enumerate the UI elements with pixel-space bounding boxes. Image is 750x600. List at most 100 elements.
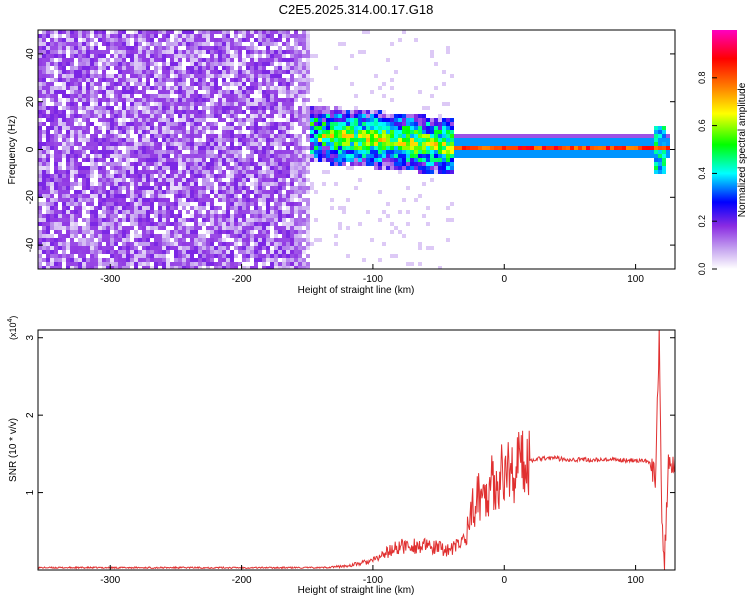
heatmap-cell	[606, 138, 610, 142]
heatmap-cell	[230, 202, 234, 206]
heatmap-cell	[102, 114, 106, 118]
heatmap-cell	[50, 54, 54, 58]
heatmap-cell	[302, 258, 306, 262]
heatmap-cell	[358, 130, 362, 134]
heatmap-cell	[226, 266, 230, 269]
heatmap-cell	[98, 218, 102, 222]
heatmap-cell	[86, 166, 90, 170]
heatmap-cell	[142, 114, 146, 118]
heatmap-cell	[274, 254, 278, 258]
heatmap-cell	[42, 62, 46, 66]
heatmap-cell	[82, 74, 86, 78]
heatmap-cell	[218, 46, 222, 50]
heatmap-cell	[126, 130, 130, 134]
heatmap-cell	[306, 166, 310, 170]
heatmap-cell	[146, 214, 150, 218]
heatmap-cell	[554, 150, 558, 154]
heatmap-cell	[170, 126, 174, 130]
heatmap-cell	[206, 178, 210, 182]
heatmap-cell	[158, 258, 162, 262]
y-tick-label: 2	[25, 412, 36, 418]
heatmap-cell	[278, 170, 282, 174]
heatmap-cell	[306, 186, 310, 190]
heatmap-cell	[154, 166, 158, 170]
heatmap-cell	[46, 218, 50, 222]
heatmap-cell	[554, 154, 558, 158]
heatmap-cell	[138, 258, 142, 262]
heatmap-cell	[234, 98, 238, 102]
heatmap-cell	[290, 202, 294, 206]
heatmap-cell	[154, 238, 158, 242]
heatmap-cell	[230, 218, 234, 222]
heatmap-cell	[234, 118, 238, 122]
heatmap-cell	[226, 94, 230, 98]
heatmap-cell	[110, 262, 114, 266]
heatmap-cell	[42, 42, 46, 46]
heatmap-cell	[250, 190, 254, 194]
heatmap-cell	[46, 134, 50, 138]
heatmap-cell	[86, 106, 90, 110]
heatmap-cell	[654, 158, 658, 162]
heatmap-cell	[334, 66, 338, 70]
heatmap-cell	[166, 94, 170, 98]
heatmap-cell	[110, 158, 114, 162]
heatmap-cell	[58, 130, 62, 134]
heatmap-cell	[422, 150, 426, 154]
heatmap-cell	[178, 170, 182, 174]
heatmap-cell	[222, 246, 226, 250]
heatmap-cell	[86, 34, 90, 38]
heatmap-cell	[358, 110, 362, 114]
heatmap-cell	[158, 242, 162, 246]
heatmap-cell	[254, 66, 258, 70]
heatmap-cell	[294, 66, 298, 70]
heatmap-cell	[246, 210, 250, 214]
heatmap-cell	[302, 98, 306, 102]
heatmap-cell	[246, 258, 250, 262]
heatmap-cell	[378, 162, 382, 166]
heatmap-cell	[254, 174, 258, 178]
heatmap-cell	[366, 150, 370, 154]
heatmap-cell	[242, 170, 246, 174]
heatmap-cell	[274, 162, 278, 166]
heatmap-cell	[286, 222, 290, 226]
heatmap-cell	[390, 166, 394, 170]
heatmap-cell	[182, 158, 186, 162]
heatmap-cell	[66, 222, 70, 226]
heatmap-cell	[102, 166, 106, 170]
heatmap-cell	[178, 78, 182, 82]
heatmap-cell	[286, 250, 290, 254]
heatmap-cell	[662, 158, 666, 162]
heatmap-cell	[222, 78, 226, 82]
heatmap-cell	[182, 42, 186, 46]
heatmap-cell	[98, 234, 102, 238]
heatmap-cell	[294, 178, 298, 182]
heatmap-cell	[142, 82, 146, 86]
heatmap-cell	[146, 118, 150, 122]
heatmap-cell	[394, 158, 398, 162]
heatmap-cell	[206, 82, 210, 86]
snr-panel: -300 -200 -100 0 100 123 Height of straight …	[7, 316, 676, 596]
heatmap-cell	[234, 54, 238, 58]
heatmap-cell	[422, 158, 426, 162]
heatmap-cell	[114, 146, 118, 150]
heatmap-cell	[254, 198, 258, 202]
heatmap-cell	[234, 158, 238, 162]
heatmap-cell	[218, 238, 222, 242]
heatmap-cell	[330, 154, 334, 158]
heatmap-cell	[618, 150, 622, 154]
heatmap-cell	[322, 106, 326, 110]
heatmap-cell	[142, 130, 146, 134]
heatmap-cell	[394, 70, 398, 74]
heatmap-cell	[614, 134, 618, 138]
heatmap-cell	[78, 130, 82, 134]
heatmap-cell	[138, 118, 142, 122]
heatmap-cell	[190, 34, 194, 38]
heatmap-cell	[74, 246, 78, 250]
heatmap-cell	[146, 246, 150, 250]
heatmap-cell	[506, 146, 510, 150]
heatmap-cell	[466, 146, 470, 150]
heatmap-cell	[270, 138, 274, 142]
heatmap-cell	[150, 74, 154, 78]
heatmap-cell	[106, 170, 110, 174]
heatmap-cell	[142, 50, 146, 54]
